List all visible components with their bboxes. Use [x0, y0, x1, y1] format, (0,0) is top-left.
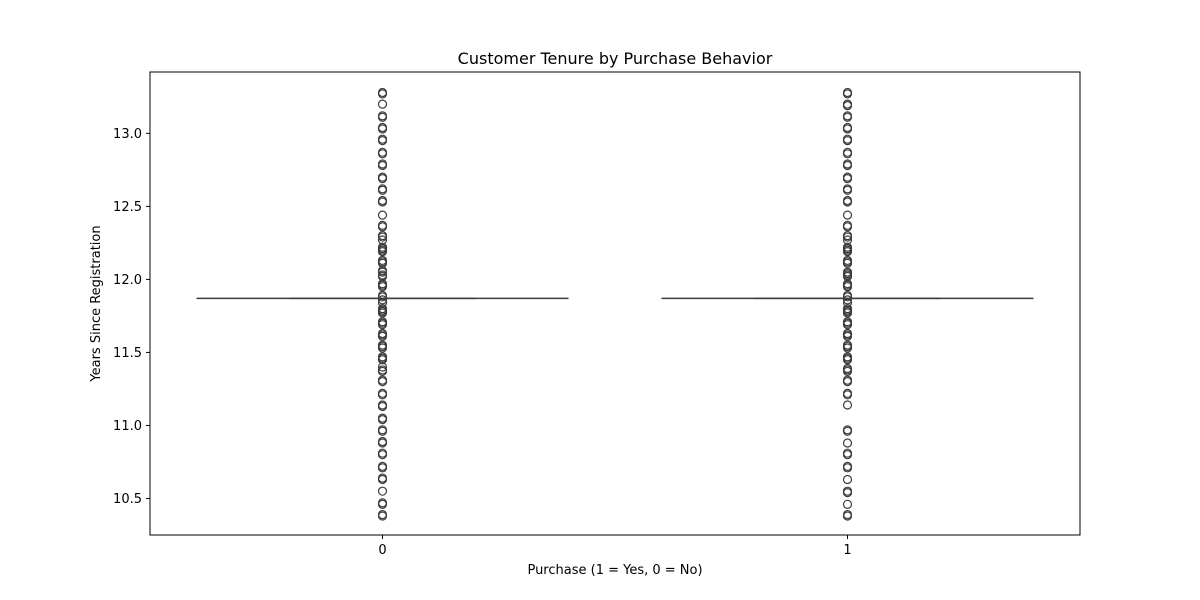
outlier-point	[842, 99, 853, 109]
outlier-point	[377, 295, 388, 305]
outlier-point	[377, 270, 388, 280]
x-axis-label: Purchase (1 = Yes, 0 = No)	[527, 563, 702, 578]
y-tick-label: 11.5	[113, 346, 142, 361]
outlier-point	[842, 134, 853, 144]
outlier-point	[377, 436, 388, 447]
box-group-1	[661, 87, 1034, 521]
outlier-point	[377, 99, 388, 109]
axes: 10.5 11.0 11.5 12.0 12.5 13.0 0 1	[113, 71, 1081, 558]
plot-area	[196, 87, 1034, 521]
outlier-point	[842, 295, 853, 305]
outlier-point	[377, 159, 388, 169]
outlier-point	[842, 195, 853, 206]
outlier-point	[377, 362, 388, 372]
outlier-point	[377, 304, 388, 314]
outlier-point	[377, 340, 388, 350]
outlier-point	[377, 486, 388, 496]
outlier-point	[842, 111, 853, 121]
y-axis-label: Years Since Registration	[89, 225, 104, 382]
outlier-point	[842, 474, 853, 485]
outlier-point	[842, 235, 853, 245]
outlier-point	[377, 111, 388, 121]
outlier-point	[842, 328, 853, 339]
outlier-point	[842, 290, 853, 301]
box-group-0	[196, 87, 569, 521]
outlier-point	[842, 486, 853, 496]
outlier-point	[842, 340, 853, 350]
outlier-point	[377, 365, 388, 375]
plot-frame	[149, 71, 1081, 536]
outlier-point	[842, 388, 853, 398]
outlier-point	[842, 242, 853, 252]
outlier-point	[377, 328, 388, 339]
outlier-point	[842, 375, 853, 385]
outlier-point	[377, 242, 388, 252]
outlier-point	[842, 425, 853, 435]
outlier-point	[842, 172, 853, 182]
outlier-point	[377, 413, 388, 423]
outlier-point	[377, 400, 388, 410]
outlier-point	[377, 498, 388, 508]
outlier-point	[377, 388, 388, 398]
outlier-point	[377, 425, 388, 435]
outlier-point	[842, 352, 853, 362]
outlier-point	[842, 220, 853, 230]
outlier-point	[377, 352, 388, 362]
outlier-point	[842, 210, 853, 220]
outlier-point	[842, 230, 853, 241]
outlier-point	[377, 122, 388, 133]
outlier-point	[842, 363, 853, 374]
outlier-point	[377, 473, 388, 483]
outlier-point	[842, 184, 853, 194]
outlier-point	[377, 87, 388, 98]
outlier-point	[842, 147, 853, 157]
outlier-point	[377, 147, 388, 157]
outlier-point	[377, 255, 388, 266]
y-tick-label: 12.5	[113, 200, 142, 215]
x-tick-label: 0	[378, 543, 386, 558]
outlier-point	[377, 210, 388, 220]
y-tick-label: 13.0	[113, 127, 142, 142]
outlier-point	[842, 267, 853, 277]
outlier-point	[842, 122, 853, 133]
outlier-point	[377, 290, 388, 301]
outlier-point	[377, 509, 388, 520]
outlier-point	[842, 317, 853, 327]
outlier-point	[377, 235, 388, 245]
outlier-point	[842, 509, 853, 520]
y-tick-label: 11.0	[113, 419, 142, 434]
outlier-point	[377, 279, 388, 289]
y-tick-label: 12.0	[113, 273, 142, 288]
outlier-point	[377, 461, 388, 471]
outlier-point	[842, 159, 853, 169]
outlier-point	[377, 172, 388, 182]
outlier-point	[377, 184, 388, 194]
y-tick-label: 10.5	[113, 492, 142, 507]
outlier-point	[842, 400, 853, 410]
outlier-point	[842, 461, 853, 471]
outlier-point	[377, 195, 388, 206]
outlier-point	[842, 87, 853, 98]
outlier-point	[377, 230, 388, 241]
outlier-point	[377, 448, 388, 458]
outlier-point	[377, 317, 388, 327]
outlier-point	[842, 499, 853, 509]
outlier-point	[377, 134, 388, 144]
outlier-point	[377, 266, 388, 276]
outlier-point	[377, 375, 388, 385]
outlier-point	[842, 255, 853, 266]
outlier-point	[842, 304, 853, 314]
outlier-point	[842, 438, 853, 448]
x-tick-label: 1	[843, 543, 851, 558]
outlier-point	[842, 279, 853, 289]
outlier-point	[377, 220, 388, 230]
chart-title: Customer Tenure by Purchase Behavior	[458, 49, 773, 68]
outlier-point	[842, 448, 853, 458]
